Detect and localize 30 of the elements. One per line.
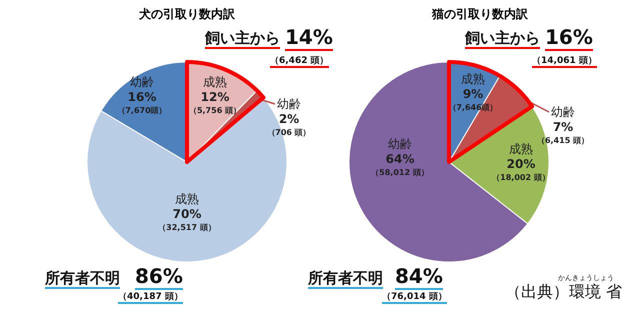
chart-title: 猫の引取り数内訳 [430, 6, 529, 23]
data-label: 20% （18,002 頭） [492, 157, 550, 182]
slice-label: 幼齢 [388, 137, 412, 151]
text: （40,187 頭） [118, 292, 183, 304]
text: 所有者不明 [308, 269, 383, 290]
slice-label: 成熟 [509, 142, 533, 156]
text: 86% [135, 264, 183, 290]
slice-label: 成熟 [461, 72, 485, 86]
text: 84% [395, 264, 443, 290]
data-label: 64% （58,012 頭） [371, 152, 429, 177]
text: 14% [285, 25, 333, 51]
text: （14,061 頭） [532, 56, 597, 68]
data-label: 70% （32,517 頭） [158, 207, 216, 232]
text: （6,462 頭） [270, 56, 329, 68]
data-label: 2% （706 頭） [267, 112, 311, 137]
slice-label: 幼齢 [130, 75, 154, 89]
slice-label: 成熟 [203, 75, 227, 89]
slice-label: 成熟 [175, 192, 199, 206]
text: 飼い主から [205, 29, 280, 50]
text: 飼い主から [465, 29, 540, 50]
data-label: 7% （6,415 頭） [536, 120, 590, 145]
data-label: 16% （7,670頭） [117, 90, 167, 115]
text: （出典）環境 省 [505, 282, 622, 302]
slice-label: 幼齢 [277, 97, 301, 111]
slice-label: 幼齢 [551, 105, 575, 119]
chart-title: 犬の引取り数内訳 [138, 6, 236, 23]
text: 16% [545, 25, 593, 51]
data-label: 12% （5,756 頭） [188, 90, 242, 115]
text: （76,014 頭） [382, 292, 447, 304]
text: 所有者不明 [45, 269, 120, 290]
